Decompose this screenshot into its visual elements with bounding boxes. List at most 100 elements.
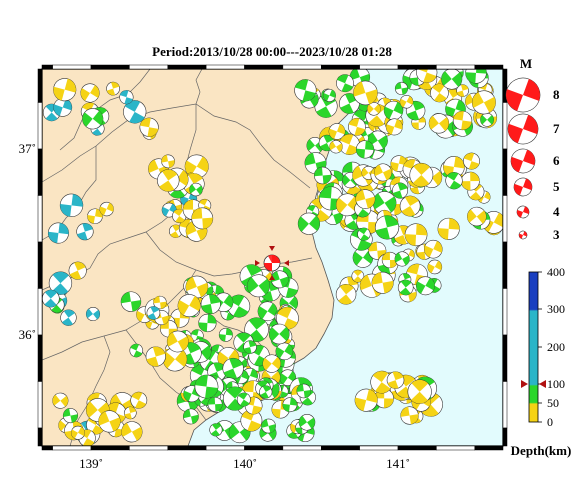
focal-mechanism — [198, 313, 217, 333]
focal-mechanism — [353, 80, 378, 106]
focal-mechanism — [357, 227, 371, 241]
focal-mechanism — [480, 112, 494, 127]
depth-tick-300: 300 — [547, 302, 565, 316]
focal-mechanism — [59, 193, 84, 218]
depth-legend-title: Depth(km) — [511, 443, 572, 458]
focal-mechanism — [247, 274, 270, 298]
focal-mechanism — [209, 423, 223, 437]
focal-mechanism — [416, 276, 435, 296]
frame-bar — [502, 427, 508, 447]
focal-mechanism — [463, 152, 480, 170]
focal-mechanism — [270, 270, 289, 289]
depth-colorbar-ticks — [538, 271, 542, 423]
focal-mechanism — [80, 83, 100, 103]
frame-bar — [502, 102, 508, 150]
lon-tick-141: 141˚ — [386, 456, 410, 471]
frame-bar — [37, 334, 43, 382]
focal-mechanism — [62, 408, 79, 424]
depth-tick-400: 400 — [547, 265, 565, 279]
focal-mechanism — [430, 83, 449, 103]
depth-tick-100: 100 — [547, 377, 565, 391]
focal-mechanism — [354, 388, 378, 412]
focal-mechanism — [191, 207, 214, 230]
frame-bar — [397, 64, 437, 70]
main-event-marker — [255, 246, 289, 280]
frame-bar — [244, 64, 284, 70]
focal-mechanism — [275, 342, 294, 361]
frame-bar — [37, 288, 43, 336]
frame-bar — [502, 288, 508, 336]
focal-mechanism — [53, 78, 77, 102]
focal-mechanism — [460, 171, 480, 191]
magnitude-legend-title: M — [520, 56, 532, 71]
focal-mechanism — [177, 294, 201, 318]
focal-mechanism — [243, 340, 257, 354]
focal-mechanism — [42, 289, 60, 308]
focal-mechanism — [336, 74, 354, 93]
focal-mechanism — [268, 323, 290, 345]
magnitude-legend-label: 4 — [553, 204, 560, 219]
focal-mechanism — [145, 346, 166, 367]
frame-bar — [321, 445, 360, 451]
frame-bar — [37, 427, 43, 447]
focal-mechanism — [282, 397, 298, 413]
focal-mechanism — [400, 406, 419, 425]
focal-mechanism — [367, 102, 381, 116]
magnitude-legend-label: 3 — [553, 227, 560, 242]
frame-bar — [37, 195, 43, 243]
focal-mechanism — [259, 385, 273, 399]
frame-bar — [397, 445, 437, 451]
focal-mechanism — [222, 357, 244, 380]
focal-mechanism — [200, 294, 221, 315]
focal-mechanism — [227, 294, 251, 318]
focal-mechanism — [437, 217, 460, 240]
frame-scale-bars — [37, 64, 508, 451]
focal-mechanism — [427, 259, 443, 275]
focal-mechanism — [52, 392, 69, 409]
frame-bar — [90, 445, 130, 451]
frame-bar — [52, 64, 92, 70]
focal-mechanism — [445, 172, 463, 190]
magnitude-legend-symbol — [507, 113, 539, 145]
depth-marker — [521, 380, 546, 388]
focal-mechanism — [399, 95, 414, 109]
focal-mechanism — [146, 306, 161, 320]
frame-bar — [502, 148, 508, 196]
focal-mechanism — [119, 90, 134, 105]
focal-mechanism — [322, 88, 336, 102]
focal-mechanism — [139, 117, 159, 137]
depth-tick-0: 0 — [547, 415, 553, 429]
focal-mechanism — [76, 223, 94, 241]
focal-mechanism — [276, 306, 299, 330]
focal-mechanism — [386, 371, 405, 389]
focal-mechanism — [294, 79, 317, 102]
magnitude-legend-symbol — [513, 177, 533, 197]
focal-mechanism — [87, 208, 103, 225]
focal-mechanism — [123, 406, 137, 420]
depth-colorbar — [528, 271, 539, 423]
focal-mechanism — [428, 113, 450, 134]
frame-bar — [359, 64, 399, 70]
frame-bar — [474, 64, 504, 70]
focal-mechanism — [443, 156, 465, 178]
focal-mechanism — [157, 169, 180, 192]
frame-bar — [129, 64, 168, 70]
focal-mechanism — [129, 343, 144, 358]
frame-bar — [167, 445, 207, 451]
frame-bar — [167, 64, 207, 70]
focal-mechanism — [99, 201, 114, 217]
frame-bar — [321, 64, 360, 70]
frame-bar — [436, 445, 475, 451]
focal-mechanism — [407, 379, 432, 404]
lon-tick-140: 140˚ — [233, 456, 257, 471]
focal-mechanism — [240, 409, 263, 432]
focal-mechanism — [394, 81, 409, 96]
frame-bar — [37, 102, 43, 150]
magnitude-legend: 8 7 6 5 4 3 — [505, 77, 560, 242]
focal-mechanism — [194, 374, 219, 399]
focal-mechanism — [394, 251, 410, 267]
focal-mechanism — [279, 369, 297, 386]
focal-mechanism — [348, 117, 366, 136]
focal-mechanism — [297, 212, 321, 235]
